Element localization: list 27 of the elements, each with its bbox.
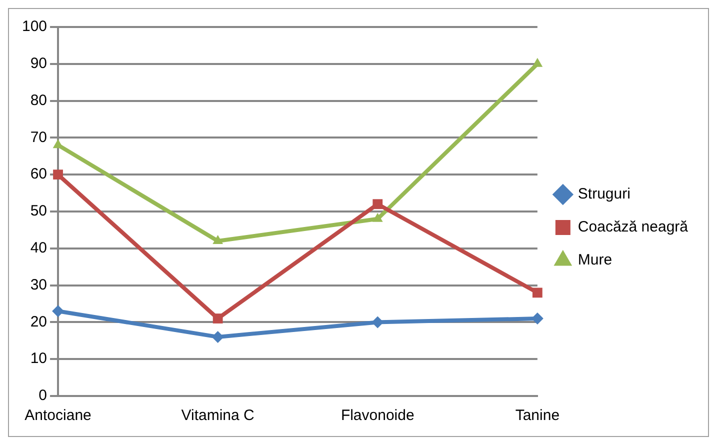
y-tick-label: 20 [30,313,48,330]
y-tick-label: 70 [30,128,48,146]
point [53,170,63,180]
point [372,199,383,210]
y-tick-label: 30 [30,276,48,294]
y-tick-label: 100 [22,18,48,36]
x-tick-label: Tanine [515,407,560,424]
x-tick-label: Vitamina C [181,407,255,424]
point [532,288,542,298]
y-tick-label: 10 [30,350,48,368]
point [212,235,224,244]
point [52,305,64,318]
point [212,314,223,324]
legend-label: Struguri [578,186,630,203]
x-tick-label: Antociane [24,407,92,424]
y-tick-label: 0 [38,387,48,404]
point [212,330,224,343]
y-tick-label: 90 [30,55,48,72]
legend-label: Coacăză neagră [578,218,689,236]
y-tick-label: 60 [30,166,48,183]
y-tick-label: 40 [30,240,48,257]
y-tick-label: 50 [30,202,48,220]
point [532,58,543,67]
legend-label: Mure [578,252,612,269]
point [372,212,383,222]
y-tick-label: 80 [30,92,48,109]
x-tick-label: Flavonoide [340,407,414,424]
